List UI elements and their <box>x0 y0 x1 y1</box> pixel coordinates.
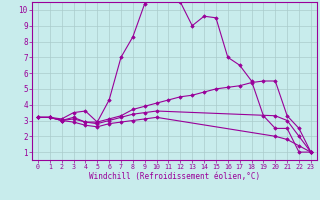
X-axis label: Windchill (Refroidissement éolien,°C): Windchill (Refroidissement éolien,°C) <box>89 172 260 181</box>
